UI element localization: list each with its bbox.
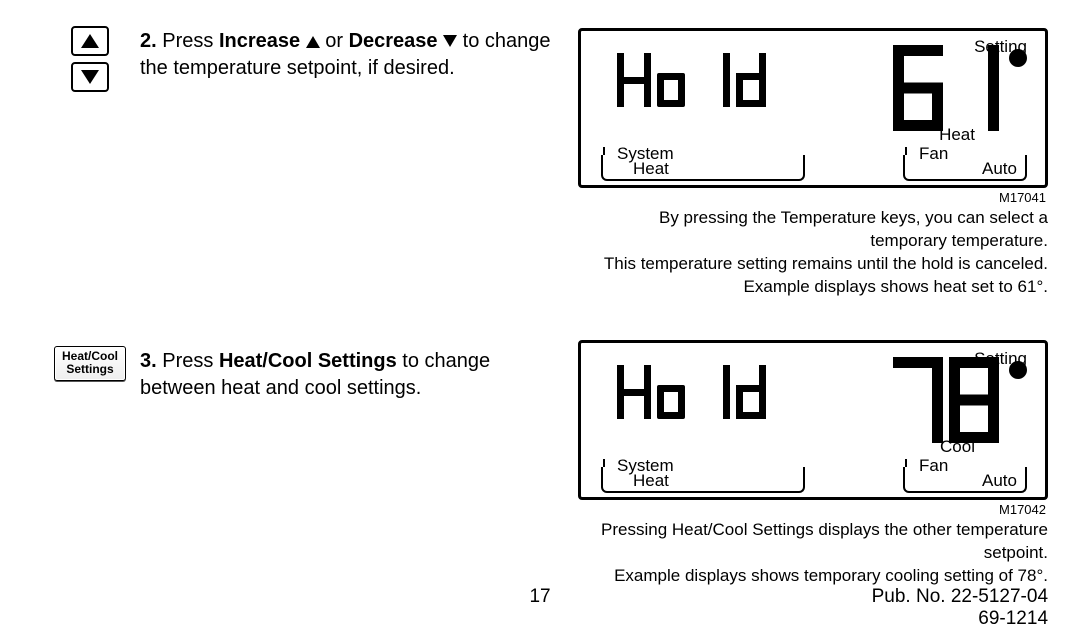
temperature-value bbox=[893, 357, 1027, 443]
fan-label: Fan bbox=[915, 144, 952, 164]
image-id: M17041 bbox=[578, 190, 1048, 205]
system-value: Heat bbox=[633, 471, 669, 491]
increase-button-icon bbox=[71, 26, 109, 56]
pub-number: Pub. No. 22-5127-04 bbox=[709, 586, 1048, 608]
mode-label: Cool bbox=[940, 437, 975, 457]
decrease-icon bbox=[443, 35, 457, 47]
lcd1-caption: By pressing the Temperature keys, you ca… bbox=[578, 207, 1048, 299]
system-value: Heat bbox=[633, 159, 669, 179]
step-2-text: 2. Press Increase or Decrease to change … bbox=[140, 28, 560, 82]
increase-icon bbox=[306, 36, 320, 48]
fan-group: Fan Auto bbox=[903, 467, 1027, 493]
system-group: System Heat bbox=[601, 155, 805, 181]
lcd-display-heat: Setting Heat System Heat bbox=[578, 28, 1048, 299]
fan-value: Auto bbox=[982, 471, 1017, 491]
degree-icon bbox=[1009, 49, 1027, 67]
degree-icon bbox=[1009, 361, 1027, 379]
lcd-display-cool: Setting Cool System Heat bbox=[578, 340, 1048, 588]
hold-text bbox=[617, 53, 766, 107]
fan-label: Fan bbox=[915, 456, 952, 476]
mode-label: Heat bbox=[939, 125, 975, 145]
fan-value: Auto bbox=[982, 159, 1017, 179]
lcd2-caption: Pressing Heat/Cool Settings displays the… bbox=[578, 519, 1048, 588]
fan-group: Fan Auto bbox=[903, 155, 1027, 181]
step-3-number: 3. bbox=[140, 350, 157, 372]
heat-cool-settings-button-icon: Heat/Cool Settings bbox=[54, 346, 126, 381]
temperature-value bbox=[893, 45, 1027, 131]
decrease-button-icon bbox=[71, 62, 109, 92]
doc-number: 69-1214 bbox=[709, 608, 1048, 630]
hold-text bbox=[617, 365, 766, 419]
step-3-text: 3. Press Heat/Cool Settings to change be… bbox=[140, 348, 560, 402]
page-footer: 17 Pub. No. 22-5127-04 69-1214 bbox=[0, 586, 1080, 630]
system-group: System Heat bbox=[601, 467, 805, 493]
image-id: M17042 bbox=[578, 502, 1048, 517]
increase-decrease-buttons bbox=[50, 26, 130, 98]
page-number: 17 bbox=[371, 586, 710, 630]
step-2-number: 2. bbox=[140, 30, 157, 52]
heat-cool-button-wrap: Heat/Cool Settings bbox=[50, 346, 130, 381]
